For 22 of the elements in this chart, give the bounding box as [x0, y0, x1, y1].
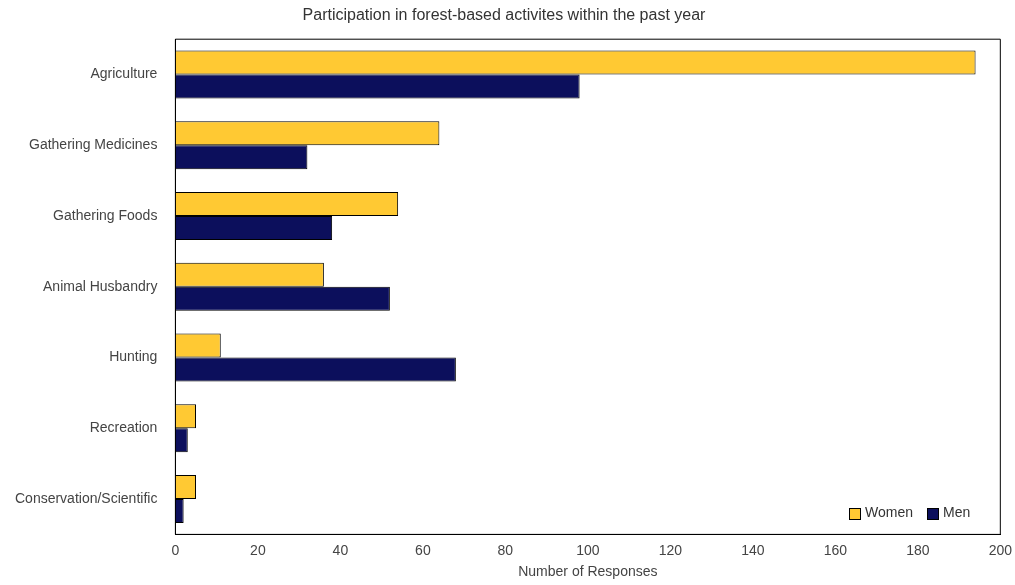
- y-tick-label: Animal Husbandry: [43, 277, 158, 294]
- x-tick-label: 20: [250, 541, 266, 558]
- x-tick-label: 120: [658, 541, 683, 558]
- chart-title: Participation in forest-based activites within the past year: [302, 6, 707, 24]
- y-tick-label: Recreation: [89, 419, 158, 436]
- x-tick-label: 140: [741, 541, 765, 558]
- x-tick-label: 180: [906, 541, 930, 558]
- x-tick-label: 200: [988, 541, 1013, 558]
- legend-label: Women: [864, 504, 914, 521]
- x-tick-label: 0: [171, 541, 180, 558]
- y-tick-label: Gathering Medicines: [28, 136, 158, 153]
- x-tick-label: 60: [415, 541, 431, 558]
- x-tick-label: 40: [332, 541, 349, 558]
- x-tick-label: 160: [823, 541, 848, 558]
- y-tick-label: Gathering Foods: [53, 206, 158, 223]
- y-tick-label: Conservation/Scientific: [14, 489, 158, 506]
- x-axis-title: Number of Responses: [518, 563, 658, 580]
- x-tick-label: 100: [576, 541, 600, 558]
- y-tick-label: Agriculture: [90, 65, 158, 82]
- x-tick-label: 80: [497, 541, 514, 558]
- legend-label: Men: [942, 504, 971, 521]
- y-tick-label: Hunting: [109, 348, 158, 365]
